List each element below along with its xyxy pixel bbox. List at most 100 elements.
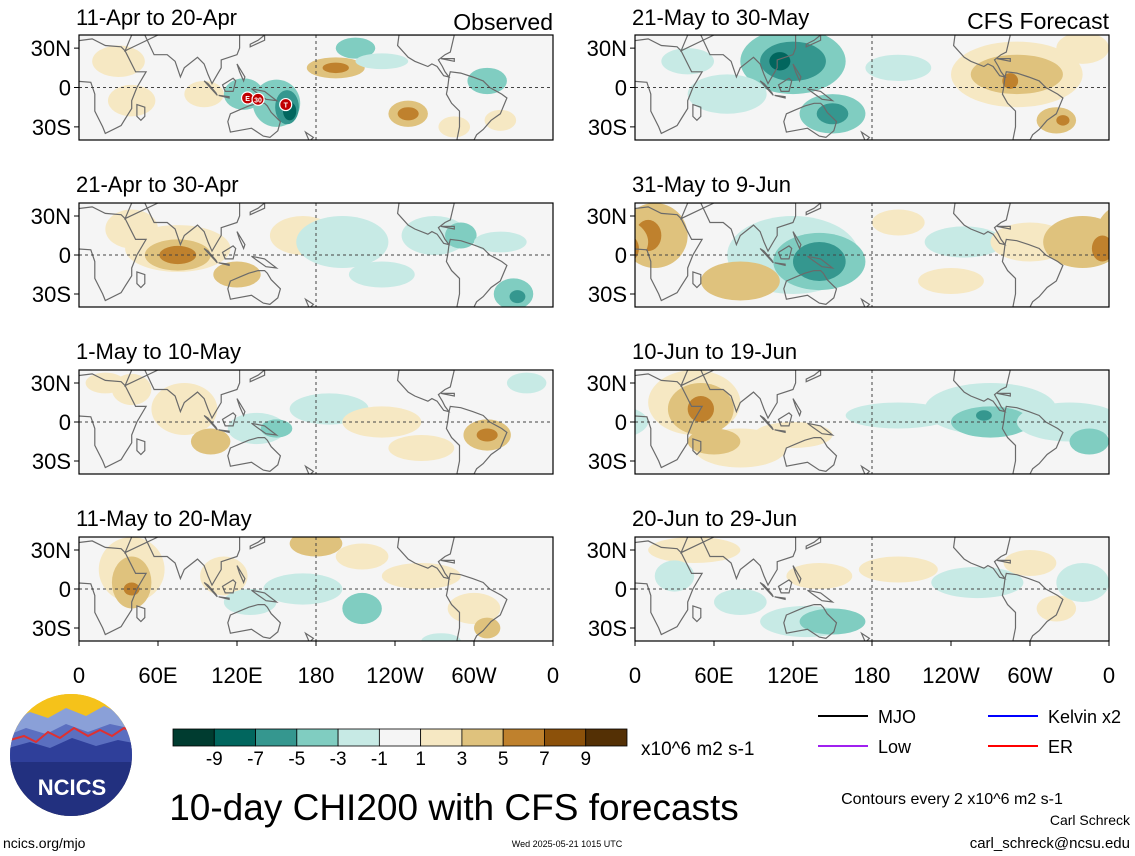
coastline <box>440 57 455 63</box>
coastline <box>807 255 835 269</box>
coastline <box>692 438 702 456</box>
coastline <box>203 80 218 96</box>
logo-text: NCICS <box>38 775 106 800</box>
anomaly-region <box>92 45 145 77</box>
anomaly-region <box>85 372 126 394</box>
coastline <box>221 245 237 260</box>
coastline <box>123 537 241 587</box>
coastline <box>136 103 146 122</box>
panel-date-label: 1-May to 10-May <box>76 339 241 364</box>
coastline <box>759 415 774 431</box>
y-tick-label: 0 <box>615 243 627 268</box>
column-label-observed: Observed <box>453 9 553 35</box>
colorbar-swatch <box>213 728 256 747</box>
anomaly-region <box>582 563 635 602</box>
y-tick-label: 0 <box>59 76 71 101</box>
coastline <box>692 103 702 122</box>
coastline <box>440 225 455 230</box>
coastline <box>251 422 279 436</box>
coastline <box>805 35 822 48</box>
y-tick-label: 30N <box>587 371 627 396</box>
anomaly-region <box>260 419 293 438</box>
colorbar-tick-label: 3 <box>457 749 468 770</box>
colorbar-unit: x10^6 m2 s-1 <box>641 739 754 760</box>
anomaly-region <box>786 563 853 589</box>
anomaly-region <box>0 223 3 249</box>
colorbar-swatch <box>296 728 339 747</box>
figure-title: 10-day CHI200 with CFS forecasts <box>169 787 739 828</box>
x-tick-label: 60E <box>694 663 733 688</box>
timestamp: Wed 2025-05-21 1015 UTC <box>512 839 623 849</box>
storm-marker-label: T <box>284 103 289 110</box>
anomaly-region <box>1122 370 1135 435</box>
coastline <box>860 464 871 474</box>
coastline <box>679 370 797 420</box>
colorbar-tick-label: 1 <box>415 749 426 770</box>
coastline <box>203 248 218 264</box>
y-tick-label: 30S <box>588 115 627 140</box>
coastline <box>635 373 704 469</box>
coastline <box>79 540 148 636</box>
colorbar-swatch <box>378 728 422 747</box>
anomaly-region <box>335 37 376 59</box>
coastline <box>445 71 508 140</box>
coastline <box>807 422 835 436</box>
x-tick-label: 180 <box>298 663 335 688</box>
coastline <box>79 38 148 135</box>
colorbar-swatch <box>172 728 215 747</box>
coastline <box>440 559 455 564</box>
coastline <box>227 437 282 473</box>
anomaly-region <box>0 593 26 624</box>
colorbar-swatch <box>502 728 545 747</box>
x-tick-label: 60W <box>451 663 496 688</box>
colorbar-tick-label: 7 <box>539 749 550 770</box>
anomaly-region <box>654 560 695 592</box>
anomaly-region <box>1056 563 1109 602</box>
anomaly-region <box>0 419 37 450</box>
coastline <box>236 63 246 83</box>
coastline <box>792 63 802 83</box>
coastline <box>203 582 218 598</box>
legend-label: Low <box>878 737 912 757</box>
coastline <box>249 537 266 550</box>
coastline <box>227 603 282 640</box>
coastline <box>227 270 282 306</box>
anomaly-region <box>976 410 992 421</box>
coastline <box>396 35 455 78</box>
colorbar-tick-label: 5 <box>498 749 509 770</box>
coastline <box>759 582 774 598</box>
y-tick-label: 30S <box>32 616 71 641</box>
anomaly-region <box>687 74 767 114</box>
coastline <box>445 405 508 474</box>
coastline <box>218 262 230 267</box>
y-tick-label: 0 <box>615 76 627 101</box>
coastline <box>236 231 246 251</box>
coastline <box>792 231 802 251</box>
coastline <box>952 35 1011 78</box>
coastline <box>759 80 774 96</box>
anomaly-region <box>184 80 224 108</box>
coastline <box>236 565 246 585</box>
y-tick-label: 30S <box>32 115 71 140</box>
x-tick-label: 120E <box>767 663 818 688</box>
coastline <box>679 203 797 253</box>
coastline <box>777 579 793 594</box>
y-tick-label: 0 <box>59 243 71 268</box>
y-tick-label: 30S <box>588 616 627 641</box>
panel-date-label: 21-May to 30-May <box>632 5 809 30</box>
y-tick-label: 0 <box>615 577 627 602</box>
anomaly-region <box>213 261 261 288</box>
x-tick-label: 60W <box>1007 663 1052 688</box>
coastline <box>635 540 704 636</box>
x-tick-label: 60E <box>138 663 177 688</box>
coastline <box>304 631 315 641</box>
coastline <box>679 35 797 85</box>
colorbar-swatch <box>337 728 380 747</box>
coastline <box>136 271 146 289</box>
coastline <box>249 35 266 48</box>
anomaly-region <box>3 429 24 442</box>
